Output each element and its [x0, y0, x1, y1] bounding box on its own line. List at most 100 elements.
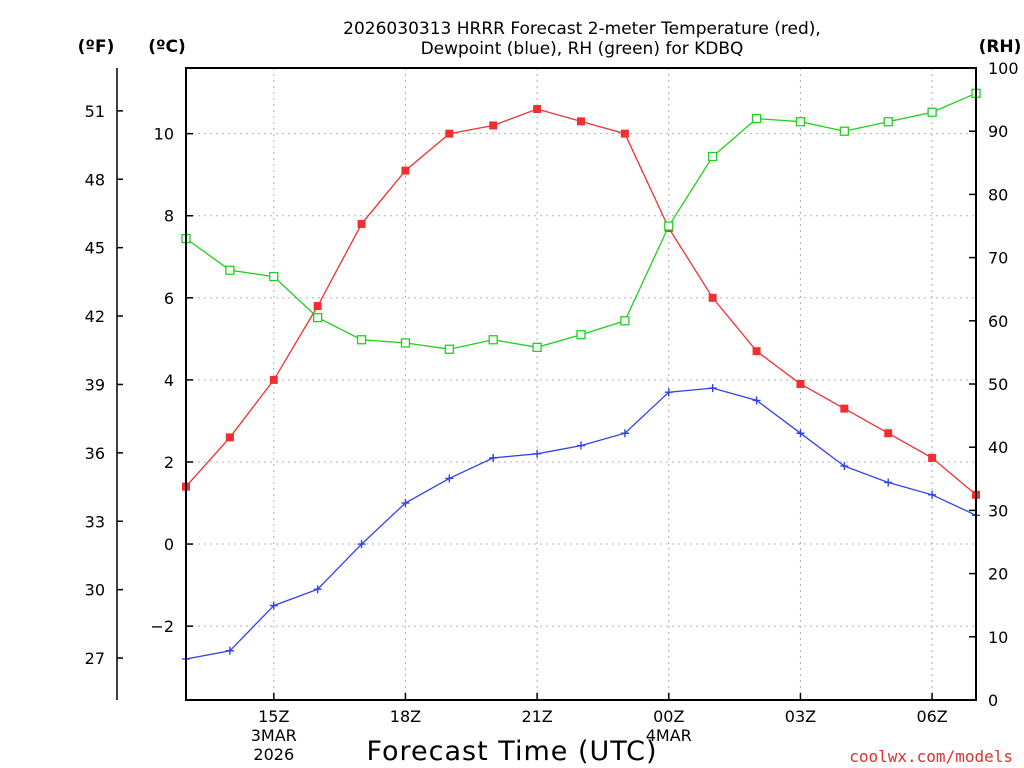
rh-point — [751, 113, 762, 124]
dewpoint-point — [445, 474, 454, 483]
dewpoint-point — [313, 585, 322, 594]
temperature-point — [620, 129, 629, 138]
dewpoint-point — [357, 540, 366, 549]
series-layer — [181, 88, 981, 663]
celsius-tick-label: 6 — [164, 289, 174, 308]
fahrenheit-tick-label: 45 — [85, 239, 105, 258]
fahrenheit-tick-label: 51 — [85, 102, 105, 121]
time-tick-label: 06Z — [916, 707, 947, 726]
fahrenheit-unit-label: (ºF) — [78, 37, 115, 57]
rh-tick-label: 70 — [988, 249, 1008, 268]
rh-tick-label: 80 — [988, 185, 1008, 204]
fahrenheit-tick-label: 27 — [85, 649, 105, 668]
rh-point — [620, 316, 630, 326]
rh-axis: 0 10 20 30 40 50 60 70 80 90 100 — [969, 59, 1019, 710]
rh-tick-label: 30 — [988, 501, 1008, 520]
celsius-tick-label: 8 — [164, 207, 174, 226]
temperature-point — [928, 453, 937, 462]
temperature-point — [269, 375, 278, 384]
time-tick-label: 21Z — [521, 707, 552, 726]
celsius-tick-label: 10 — [154, 125, 174, 144]
rh-point — [488, 335, 498, 345]
time-tick-year-label: 2026 — [253, 745, 294, 764]
time-tick-label: 15Z — [258, 707, 289, 726]
fahrenheit-tick-label: 39 — [85, 375, 105, 394]
time-tick-date-label: 3MAR — [251, 726, 297, 745]
dewpoint-point — [884, 478, 893, 487]
rh-point — [927, 107, 937, 117]
dewpoint-point — [708, 384, 717, 393]
gridlines — [186, 68, 976, 700]
celsius-tick-label: 2 — [164, 453, 174, 472]
rh-point — [444, 344, 454, 354]
temperature-point — [577, 117, 585, 126]
x-axis-title: Forecast Time (UTC) — [366, 736, 657, 767]
rh-tick-label: 20 — [988, 565, 1008, 584]
time-tick-date-label: 4MAR — [646, 726, 692, 745]
celsius-tick-label: 4 — [164, 371, 174, 390]
fahrenheit-tick-label: 33 — [85, 512, 105, 531]
celsius-axis: −2 0 2 4 6 8 10 — [150, 125, 193, 636]
rh-point — [883, 117, 893, 127]
temperature-point — [708, 293, 717, 302]
temperature-point — [401, 166, 410, 175]
rh-point — [708, 151, 718, 162]
credit-text: coolwx.com/models — [849, 747, 1013, 766]
rh-tick-label: 40 — [988, 438, 1008, 457]
dewpoint-point — [796, 429, 805, 438]
time-tick-label: 00Z — [653, 707, 684, 726]
dewpoint-point — [577, 441, 585, 450]
rh-tick-label: 100 — [988, 59, 1019, 78]
dewpoint-series-line — [185, 387, 977, 660]
dewpoint-point — [533, 449, 542, 458]
dewpoint-point — [225, 646, 234, 655]
dewpoint-point — [840, 462, 849, 471]
temperature-point — [884, 429, 893, 438]
celsius-tick-label: −2 — [150, 617, 174, 636]
temperature-point — [357, 219, 366, 228]
dewpoint-point — [664, 388, 673, 397]
rh-point — [356, 335, 367, 345]
dewpoint-point — [401, 499, 410, 508]
rh-point — [532, 342, 542, 352]
rh-point — [576, 330, 586, 340]
chart-subtitle: Dewpoint (blue), RH (green) for KDBQ — [421, 39, 744, 59]
rh-series-line — [185, 92, 977, 350]
rh-tick-label: 90 — [988, 122, 1008, 141]
rh-tick-label: 0 — [988, 691, 998, 710]
fahrenheit-tick-label: 36 — [85, 444, 105, 463]
temperature-point — [313, 302, 322, 311]
time-tick-label: 03Z — [785, 707, 816, 726]
rh-point — [664, 221, 674, 231]
plot-frame — [185, 67, 977, 701]
rh-tick-label: 10 — [988, 628, 1008, 647]
rh-point — [839, 126, 849, 136]
rh-unit-label: (RH) — [979, 37, 1022, 57]
rh-point — [400, 338, 411, 348]
celsius-unit-label: (ºC) — [148, 37, 186, 57]
dewpoint-point — [620, 429, 629, 438]
rh-tick-label: 60 — [988, 312, 1008, 331]
fahrenheit-tick-label: 30 — [85, 581, 105, 600]
temperature-point — [752, 347, 761, 356]
temperature-point — [533, 105, 542, 114]
rh-tick-label: 50 — [988, 375, 1008, 394]
temperature-point — [796, 380, 805, 388]
rh-point — [269, 271, 279, 282]
fahrenheit-tick-label: 42 — [85, 307, 105, 326]
temperature-point — [225, 433, 234, 442]
celsius-tick-label: 0 — [164, 535, 174, 554]
dewpoint-point — [489, 453, 498, 462]
rh-point — [225, 265, 235, 275]
rh-point — [313, 312, 323, 323]
dewpoint-point — [928, 490, 937, 499]
dewpoint-point — [269, 601, 278, 610]
time-tick-label: 18Z — [390, 707, 421, 726]
chart-title: 2026030313 HRRR Forecast 2-meter Tempera… — [343, 19, 821, 39]
temperature-point — [445, 129, 454, 138]
fahrenheit-axis: 27 30 33 36 39 42 45 48 51 — [85, 102, 123, 668]
temperature-point — [840, 404, 849, 413]
temperature-series-line — [185, 108, 977, 496]
